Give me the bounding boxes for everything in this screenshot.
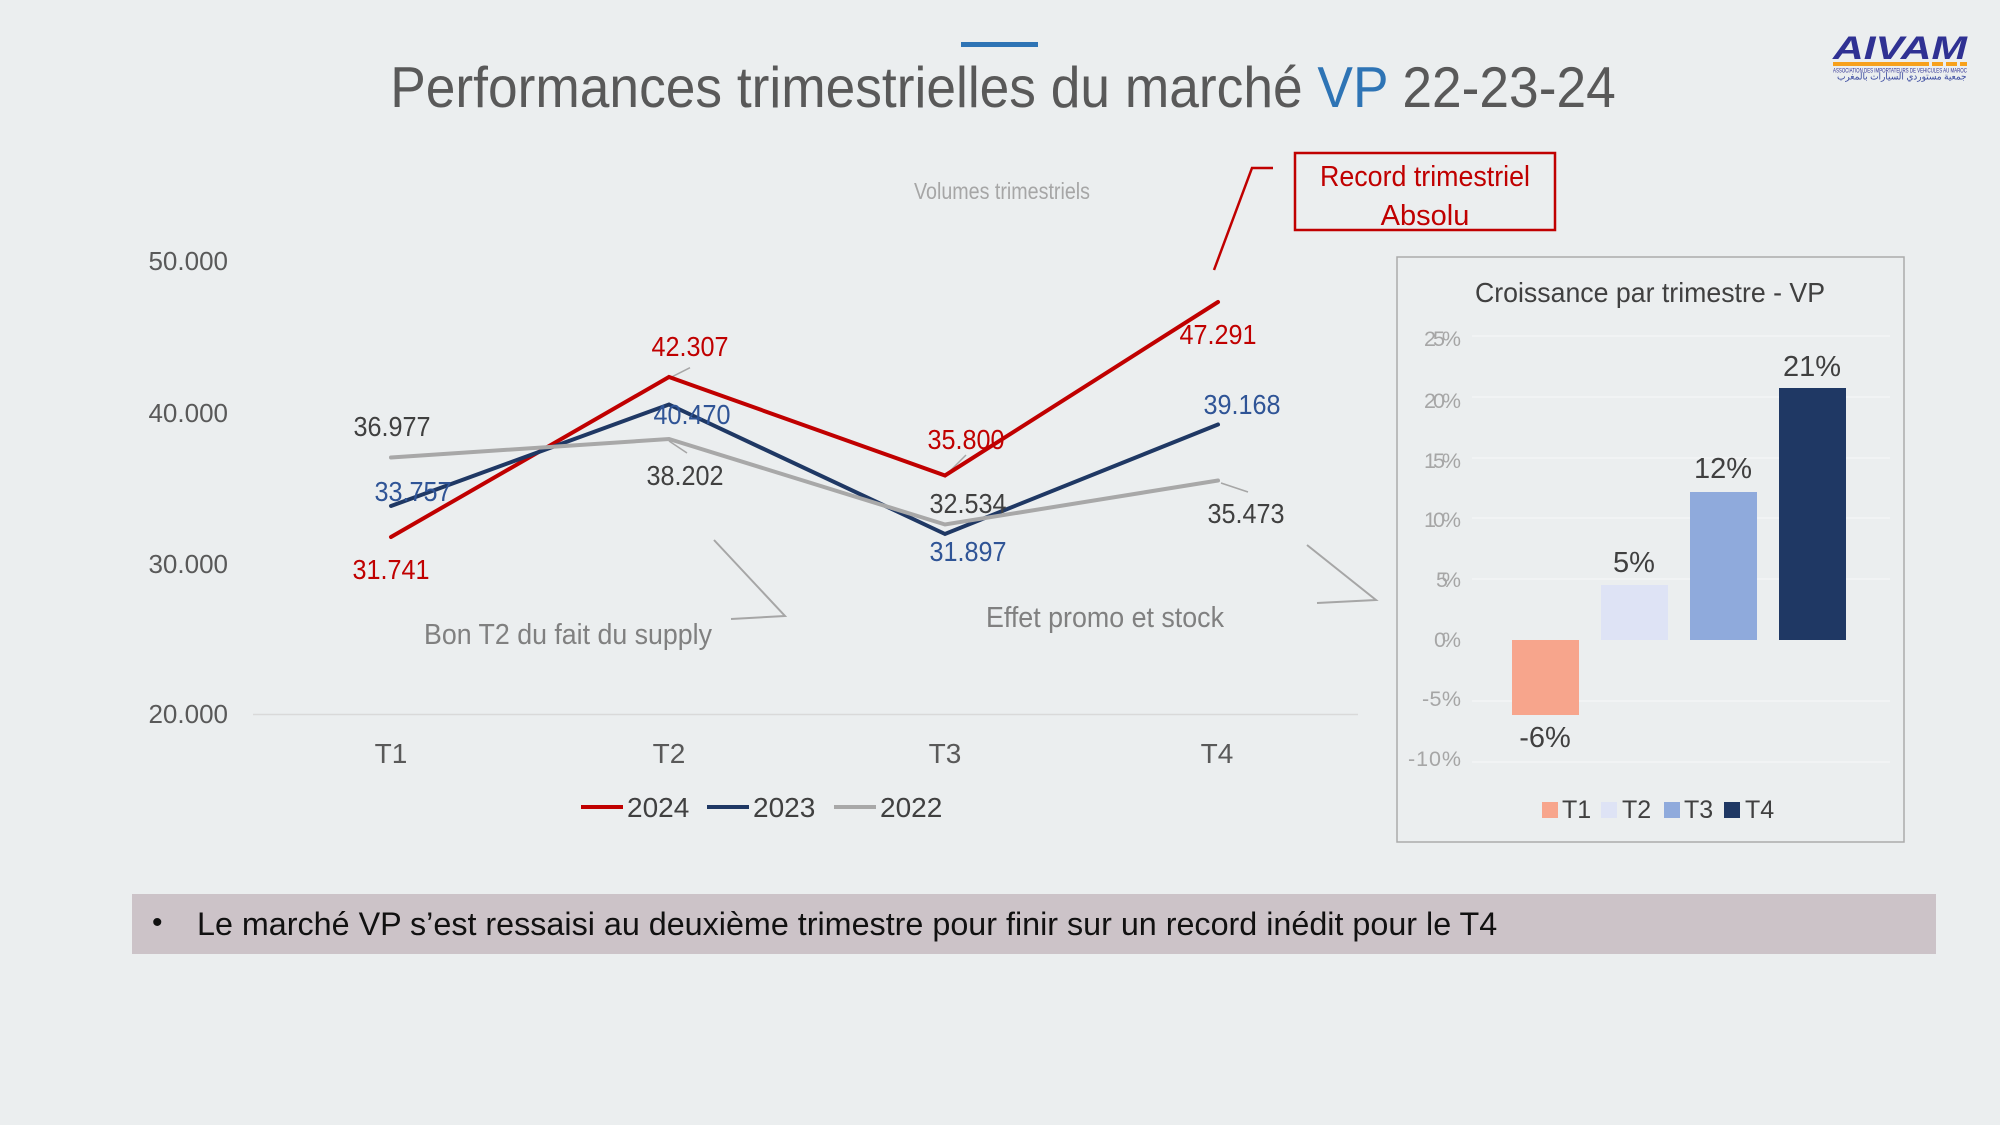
svg-text:-5%: -5% bbox=[1422, 687, 1461, 711]
svg-text:15%: 15% bbox=[1424, 449, 1461, 473]
svg-text:T4: T4 bbox=[1201, 738, 1234, 769]
svg-text:Effet promo et stock: Effet promo et stock bbox=[986, 602, 1224, 634]
svg-text:Absolu: Absolu bbox=[1381, 200, 1470, 232]
svg-text:30.000: 30.000 bbox=[148, 549, 228, 579]
svg-text:T1: T1 bbox=[375, 738, 408, 769]
svg-text:-10%: -10% bbox=[1408, 747, 1461, 771]
svg-text:33.757: 33.757 bbox=[375, 476, 452, 507]
svg-text:50.000: 50.000 bbox=[148, 246, 228, 276]
svg-text:40.470: 40.470 bbox=[654, 399, 731, 430]
svg-text:T3: T3 bbox=[929, 738, 962, 769]
svg-text:36.977: 36.977 bbox=[354, 411, 431, 442]
svg-text:0%: 0% bbox=[1434, 628, 1461, 652]
svg-text:40.000: 40.000 bbox=[148, 398, 228, 428]
svg-text:35.800: 35.800 bbox=[928, 424, 1005, 455]
svg-text:31.897: 31.897 bbox=[930, 536, 1007, 567]
svg-text:Volumes trimestriels: Volumes trimestriels bbox=[914, 178, 1090, 204]
svg-text:47.291: 47.291 bbox=[1180, 319, 1257, 350]
svg-text:5%: 5% bbox=[1613, 547, 1655, 579]
svg-text:Record trimestriel: Record trimestriel bbox=[1320, 161, 1530, 193]
svg-text:42.307: 42.307 bbox=[652, 331, 729, 362]
svg-text:12%: 12% bbox=[1694, 453, 1752, 485]
svg-text:2023: 2023 bbox=[753, 792, 815, 823]
svg-text:T2: T2 bbox=[653, 738, 686, 769]
svg-text:31.741: 31.741 bbox=[353, 554, 430, 585]
svg-text:T1: T1 bbox=[1562, 796, 1591, 824]
svg-text:Bon T2 du fait du supply: Bon T2 du fait du supply bbox=[424, 619, 712, 651]
svg-text:32.534: 32.534 bbox=[930, 488, 1007, 519]
svg-text:T4: T4 bbox=[1745, 796, 1774, 824]
svg-text:25%: 25% bbox=[1424, 327, 1461, 351]
svg-text:39.168: 39.168 bbox=[1204, 389, 1281, 420]
svg-text:35.473: 35.473 bbox=[1208, 498, 1285, 529]
svg-text:5%: 5% bbox=[1436, 568, 1461, 592]
svg-text:20%: 20% bbox=[1424, 389, 1461, 413]
svg-text:T3: T3 bbox=[1684, 796, 1713, 824]
svg-text:20.000: 20.000 bbox=[148, 699, 228, 729]
svg-text:2022: 2022 bbox=[880, 792, 942, 823]
svg-text:38.202: 38.202 bbox=[647, 460, 724, 491]
svg-text:T2: T2 bbox=[1622, 796, 1651, 824]
svg-text:21%: 21% bbox=[1783, 351, 1841, 383]
svg-text:-6%: -6% bbox=[1519, 722, 1571, 754]
svg-text:10%: 10% bbox=[1424, 508, 1461, 532]
svg-text:2024: 2024 bbox=[627, 792, 689, 823]
svg-text:Croissance par trimestre - VP: Croissance par trimestre - VP bbox=[1475, 277, 1825, 308]
